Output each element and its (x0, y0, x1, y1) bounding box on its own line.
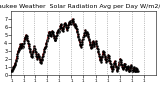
Title: Milwaukee Weather  Solar Radiation Avg per Day W/m2/minute: Milwaukee Weather Solar Radiation Avg pe… (0, 4, 160, 9)
